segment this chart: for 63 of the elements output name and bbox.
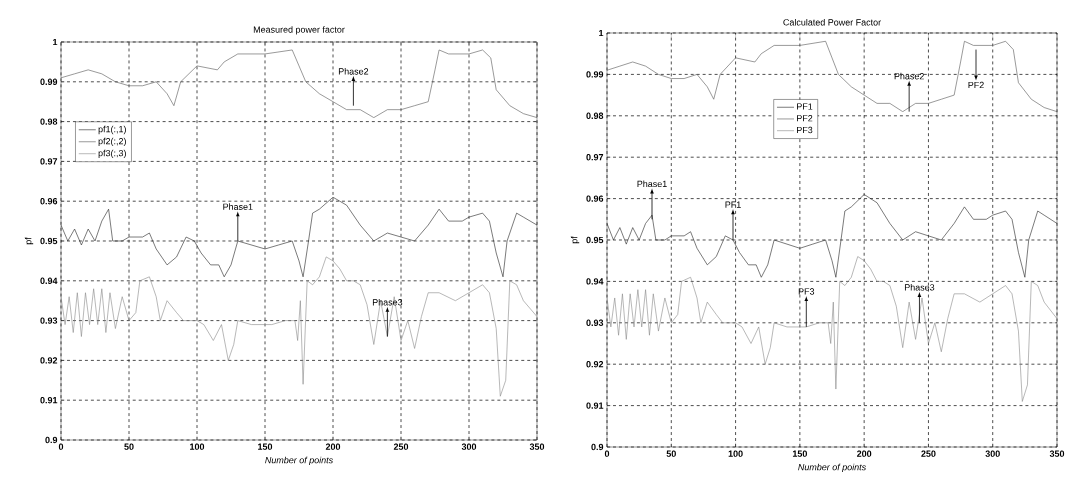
y-tick-label: 0.99: [40, 78, 58, 85]
legend-label: PF3: [797, 126, 813, 134]
y-tick-label: 0.93: [586, 319, 604, 326]
annotation: Phase3: [372, 298, 403, 306]
y-tick-label: 0.92: [586, 361, 604, 368]
annotation: Phase2: [894, 72, 924, 80]
y-tick-label: 0.98: [586, 112, 604, 119]
legend-label: pf3(:,3): [98, 149, 126, 159]
y-tick-label: 0.97: [586, 154, 604, 161]
line-series: [607, 194, 1058, 278]
y-tick-label: 0.96: [586, 195, 604, 202]
line-series: [61, 49, 537, 118]
chart-title: Calculated Power Factor: [783, 18, 881, 26]
y-tick-label: 0.9: [45, 436, 58, 444]
y-tick-label: 0.95: [586, 236, 604, 244]
y-tick-label: 0.91: [586, 402, 604, 409]
annotation: PF3: [798, 288, 815, 295]
x-axis-title: Number of points: [798, 463, 866, 473]
y-tick-label: 0.99: [586, 71, 604, 78]
y-axis-title: pf: [570, 236, 580, 244]
x-tick-label: 0: [604, 450, 610, 457]
y-tick-label: 0.96: [40, 198, 58, 205]
x-tick-label: 200: [856, 450, 872, 457]
y-axis-title: pf: [24, 237, 34, 245]
y-tick-label: 1: [53, 38, 58, 46]
x-tick-label: 100: [728, 450, 743, 457]
y-tick-label: 0.93: [40, 317, 58, 324]
line-series: [607, 256, 1058, 402]
y-tick-label: 0.92: [40, 357, 58, 364]
annotation: Phase1: [223, 203, 253, 210]
x-tick-label: 350: [529, 443, 545, 450]
x-tick-label: 50: [666, 450, 676, 457]
legend-label: pf2(:,2): [98, 137, 126, 147]
line-series: [607, 40, 1058, 112]
x-tick-label: 300: [985, 450, 1000, 457]
y-tick-label: 0.97: [40, 158, 58, 165]
y-tick-label: 0.94: [586, 278, 604, 285]
x-tick-label: 200: [325, 443, 341, 450]
annotation: Phase1: [637, 180, 667, 188]
x-tick-label: 50: [124, 443, 134, 450]
annotation: PF2: [968, 81, 984, 89]
x-tick-label: 0: [58, 443, 64, 450]
y-tick-label: 0.98: [40, 118, 58, 125]
chart-title: Measured power factor: [253, 26, 345, 35]
legend-label: PF1: [797, 103, 813, 110]
annotation: Phase3: [904, 283, 935, 291]
legend-label: PF2: [797, 115, 813, 122]
y-tick-label: 0.9: [591, 443, 604, 451]
y-tick-label: 1: [599, 29, 604, 37]
annotation: Phase2: [338, 68, 369, 75]
x-axis-title: Number of points: [265, 456, 333, 466]
x-tick-label: 150: [792, 450, 807, 457]
legend-label: pf1(:,1): [98, 125, 126, 135]
x-tick-label: 250: [393, 443, 409, 450]
y-tick-label: 0.95: [40, 237, 58, 245]
x-tick-label: 100: [190, 443, 205, 450]
y-tick-label: 0.94: [40, 277, 58, 284]
annotation: PF1: [725, 201, 741, 208]
y-tick-label: 0.91: [40, 397, 58, 404]
x-tick-label: 150: [258, 443, 273, 450]
x-tick-label: 300: [461, 443, 477, 450]
x-tick-label: 350: [1049, 450, 1065, 457]
x-tick-label: 250: [921, 450, 936, 457]
